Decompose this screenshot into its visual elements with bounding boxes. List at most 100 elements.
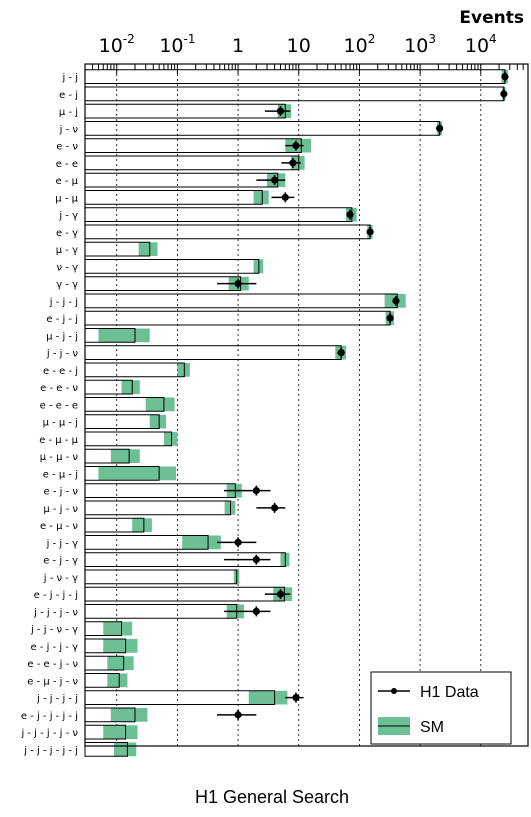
category-label: j - j - j - j - j xyxy=(23,745,78,756)
plot-frame xyxy=(84,63,529,747)
category-label: e - j xyxy=(59,90,78,101)
sm-uncertainty-band xyxy=(103,725,138,739)
category-label: e - e - e xyxy=(40,400,78,411)
sm-uncertainty-band xyxy=(182,535,221,550)
category-label: e - j - j - j xyxy=(34,590,78,601)
category-label: μ - j xyxy=(59,107,78,118)
category-labels: j - j e - j μ - j j - ν e - ν e - e e - μ μ - μ… xyxy=(20,73,78,757)
category-label: μ - γ xyxy=(56,245,78,256)
data-point xyxy=(276,107,285,115)
x-tick-label: 102 xyxy=(344,32,376,57)
sm-bar xyxy=(84,742,128,757)
sm-bar xyxy=(84,345,342,360)
category-label: e - ν xyxy=(56,142,78,153)
data-point xyxy=(271,504,279,512)
data-point xyxy=(252,487,260,495)
sm-bar xyxy=(84,190,263,205)
sm-uncertainty-band xyxy=(110,449,140,463)
category-label: μ - j - ν xyxy=(43,504,78,515)
sm-bar xyxy=(84,121,441,136)
category-label: j - j - j - ν xyxy=(33,607,78,618)
category-label: j - j xyxy=(61,73,78,84)
sm-bar xyxy=(84,604,238,619)
sm-uncertainty-band xyxy=(163,432,178,446)
sm-uncertainty-band xyxy=(107,656,134,670)
category-label: e - μ xyxy=(56,176,79,187)
category-label: e - μ - ν xyxy=(40,521,78,532)
category-label: γ - γ xyxy=(56,280,78,291)
category-label: e - j - γ xyxy=(43,556,78,567)
sm-bar xyxy=(84,586,285,602)
category-label: e - j - j - γ xyxy=(30,642,78,653)
category-label: ν - γ xyxy=(57,262,79,273)
sm-uncertainty-band xyxy=(113,742,137,757)
category-label: j - j - j - j - ν xyxy=(20,728,78,739)
sm-uncertainty-band xyxy=(253,190,269,205)
gridlines xyxy=(116,64,482,746)
data-point xyxy=(234,280,242,288)
sm-uncertainty-band xyxy=(224,501,236,515)
sm-uncertainty-band xyxy=(138,242,158,256)
sm-bar xyxy=(84,310,391,326)
sm-bar xyxy=(84,103,286,119)
sm-bar xyxy=(84,86,505,102)
sm-bar xyxy=(84,500,231,516)
data-point xyxy=(234,538,242,546)
x-tick-label: 10-2 xyxy=(99,32,135,57)
sm-uncertainty-band xyxy=(98,466,177,481)
category-label: e - j - j - j - j xyxy=(21,711,78,722)
data-point xyxy=(281,193,289,201)
data-points xyxy=(217,71,509,720)
x-axis-ticks xyxy=(84,64,529,74)
sm-uncertainty-band xyxy=(149,414,167,429)
sm-uncertainty-band xyxy=(103,639,138,653)
category-label: e - γ xyxy=(56,228,78,239)
category-label: e - μ - j - ν xyxy=(27,676,78,687)
x-axis-tick-labels: 10-2 10-1 1 10 102 103 104 xyxy=(99,32,497,57)
category-label: e - j - j xyxy=(46,314,78,325)
data-point xyxy=(500,90,508,98)
sm-uncertainty-band xyxy=(110,708,148,722)
sm-bar xyxy=(84,362,185,378)
x-tick-label: 10-1 xyxy=(159,32,195,57)
sm-bar xyxy=(84,155,300,171)
x-tick-label: 103 xyxy=(404,32,436,57)
sm-bar xyxy=(84,431,173,447)
sm-bar xyxy=(84,414,160,429)
sm-uncertainty-band xyxy=(145,397,175,412)
data-point xyxy=(501,73,509,81)
data-point xyxy=(289,159,297,167)
category-label: μ - j - j xyxy=(46,331,78,342)
category-label: j - γ xyxy=(58,211,78,222)
category-label: μ - μ - j xyxy=(43,418,78,429)
sm-bar xyxy=(84,293,398,309)
category-label: μ - μ - ν xyxy=(40,452,79,463)
data-point xyxy=(271,176,279,184)
category-label: j - j - j - j xyxy=(36,694,78,705)
sm-bar xyxy=(84,138,302,153)
sm-bar xyxy=(84,207,353,222)
y-axis-title: Events xyxy=(459,8,524,28)
sm-bar xyxy=(84,69,506,84)
sm-bar xyxy=(84,483,236,498)
data-point xyxy=(252,607,260,615)
bars xyxy=(84,69,508,757)
sm-uncertainty-band xyxy=(98,328,150,343)
sm-uncertainty-band xyxy=(107,673,128,688)
category-label: e - j - ν xyxy=(44,487,79,498)
x-axis-title: H1 General Search xyxy=(195,787,349,807)
category-label: e - e - ν xyxy=(40,383,78,394)
category-label: j - j - ν xyxy=(46,349,78,360)
sm-uncertainty-band xyxy=(103,621,133,636)
data-point xyxy=(386,314,394,322)
data-point xyxy=(366,228,374,236)
sm-bar xyxy=(84,259,260,274)
data-point xyxy=(234,711,242,719)
legend-sm-label: SM xyxy=(420,719,444,736)
category-label: j - j - ν - γ xyxy=(30,625,78,636)
category-label: e - μ - μ xyxy=(39,435,78,446)
data-point xyxy=(252,556,260,564)
data-point xyxy=(436,124,444,132)
data-point xyxy=(292,142,300,150)
